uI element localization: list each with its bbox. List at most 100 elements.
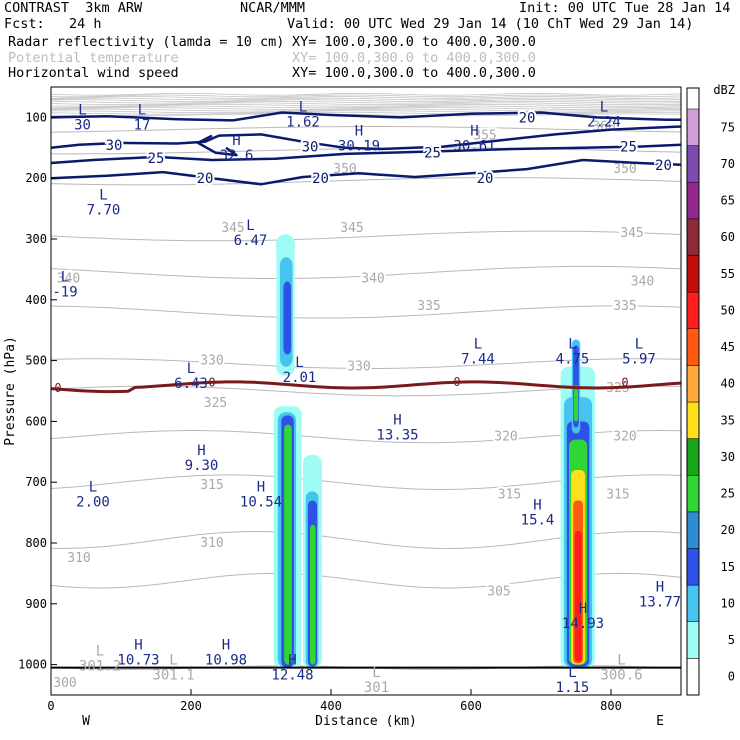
colorbar-swatch-25 [686, 474, 700, 513]
wind-25-label: 25 [148, 151, 165, 167]
extremum-value: 13.35 [376, 428, 418, 444]
freezing-contour [50, 380, 682, 394]
colorbar-swatch-75 [686, 108, 700, 146]
extremum-value: 30.19 [338, 139, 380, 155]
stratosphere-theta-contour [50, 93, 682, 96]
y-tick-label: 900 [25, 597, 47, 611]
theta-label: 345 [340, 221, 363, 236]
extrema-annotations: L30L17L1.62L2.24H32.6H30.19H30.61L7.70L6… [52, 99, 681, 695]
extremum-h-marker: H [393, 413, 401, 429]
extremum-value: 5.97 [622, 352, 656, 368]
extremum-h-marker: H [288, 653, 296, 669]
wind-25-label: 25 [620, 140, 637, 156]
extremum-value: 10.54 [240, 494, 282, 510]
y-tick-label: 1000 [18, 658, 47, 672]
stratosphere-theta-contour [50, 107, 682, 110]
y-tick-label: 700 [25, 475, 47, 489]
theta-345-contour [50, 230, 682, 242]
theta-350-contour [50, 177, 682, 186]
extremum-l-marker: L [635, 337, 643, 353]
freezing-label: 0 [621, 375, 628, 389]
wind-20-label: 20 [655, 158, 672, 174]
extremum-l-marker: L [474, 337, 482, 353]
plot-frame [50, 86, 682, 696]
extremum-value: 7.70 [87, 203, 121, 219]
extremum-value: 10.73 [117, 652, 159, 668]
field-name-wind: Horizontal wind speed [8, 65, 179, 81]
colorbar-level-label: 45 [721, 340, 735, 354]
extremum-l-marker: L [89, 479, 97, 495]
extremum-value: 30.61 [453, 139, 495, 155]
extremum-h-marker: H [197, 443, 205, 459]
extremum-value: 9.30 [185, 458, 219, 474]
stratosphere-theta-contour [50, 94, 682, 98]
colorbar-swatch-70 [686, 145, 700, 183]
x-axis-label: Distance (km) [315, 714, 417, 729]
colorbar-swatch-60 [686, 218, 700, 256]
theta-label: 345 [620, 226, 643, 241]
extremum-value: 2.24 [587, 114, 621, 130]
wind-speed-contours: 30 30 25 25 25 20 20 20 20 20 [50, 108, 682, 189]
theta-340-contour [50, 265, 682, 279]
wind-20-label: 20 [477, 171, 494, 187]
extremum-value: 2.00 [76, 494, 110, 510]
y-tick-label: 600 [25, 414, 47, 428]
wind-20-contour [50, 158, 682, 186]
stratosphere-theta-contour [50, 96, 682, 99]
colorbar-swatch-30 [686, 438, 700, 476]
y-tick-label: 200 [25, 171, 47, 185]
extremum-h-marker: H [257, 479, 265, 495]
lower-cell-25dbz-core [284, 424, 292, 665]
extremum-h-marker: H [533, 498, 541, 514]
theta-label: 315 [498, 487, 521, 502]
y-axis-label: Pressure (hPa) [3, 336, 18, 446]
freezing-line: 0 0 0 0 [50, 375, 682, 395]
extremum-value: 13.77 [639, 595, 681, 611]
colorbar-swatch-45 [686, 328, 700, 366]
theta-label: 310 [200, 536, 223, 551]
field-xy-wind: XY= 100.0,300.0 to 400.0,300.0 [292, 65, 536, 81]
stratosphere-theta-contour [51, 110, 682, 113]
extremum-h-marker: H [134, 637, 142, 653]
wind-25-contour [50, 143, 682, 165]
x-tick-label: 0 [47, 699, 54, 713]
theta-label: 315 [200, 478, 223, 493]
stratosphere-theta-contour [50, 102, 682, 106]
wind-25-label: 25 [424, 146, 441, 162]
colorbar-level-label: 15 [721, 560, 735, 574]
colorbar-level-label: 70 [721, 157, 735, 171]
extremum-value: 301.2 [79, 659, 121, 675]
extremum-h-marker: H [656, 580, 664, 596]
colorbar-level-label: 40 [721, 377, 735, 391]
theta-label: 315 [606, 487, 629, 502]
colorbar-level-label: 55 [721, 267, 735, 281]
extremum-l-marker: L [246, 218, 254, 234]
extremum-value: 14.93 [562, 616, 604, 632]
x-tick-label: 600 [460, 699, 482, 713]
theta-360-contour [50, 126, 682, 133]
colorbar-level-label: 60 [721, 230, 735, 244]
field-name-theta: Potential temperature [8, 50, 179, 66]
colorbar-swatch-10 [686, 584, 700, 622]
colorbar-level-label: 50 [721, 303, 735, 317]
theta-label: 335 [613, 299, 636, 314]
colorbar-swatch-0 [686, 658, 700, 696]
stratosphere-theta-contour [50, 100, 682, 104]
forecast-hour: Fcst: 24 h [4, 16, 102, 32]
west-label: W [82, 714, 90, 729]
y-tick-label: 800 [25, 536, 47, 550]
stratosphere-theta-contour [50, 99, 682, 102]
extremum-value: 6.43 [174, 376, 208, 392]
extremum-h-marker: H [232, 133, 240, 149]
east-label: E [656, 714, 664, 729]
colorbar: 0 5 10 15 20 25 30 35 40 45 50 55 60 65 70 75 dBZ [686, 83, 735, 696]
theta-label: 325 [204, 396, 227, 411]
extremum-value: 7.44 [461, 352, 495, 368]
extremum-value: 32.6 [220, 148, 254, 164]
field-name-reflectivity: Radar reflectivity (lamda = 10 cm) [8, 34, 285, 50]
extremum-value: -19 [52, 285, 77, 301]
model-title: CONTRAST 3km ARW [4, 0, 143, 16]
wind-20-upper-contour [50, 111, 681, 122]
extremum-l-marker: L [169, 653, 177, 669]
theta-label: 310 [67, 551, 90, 566]
